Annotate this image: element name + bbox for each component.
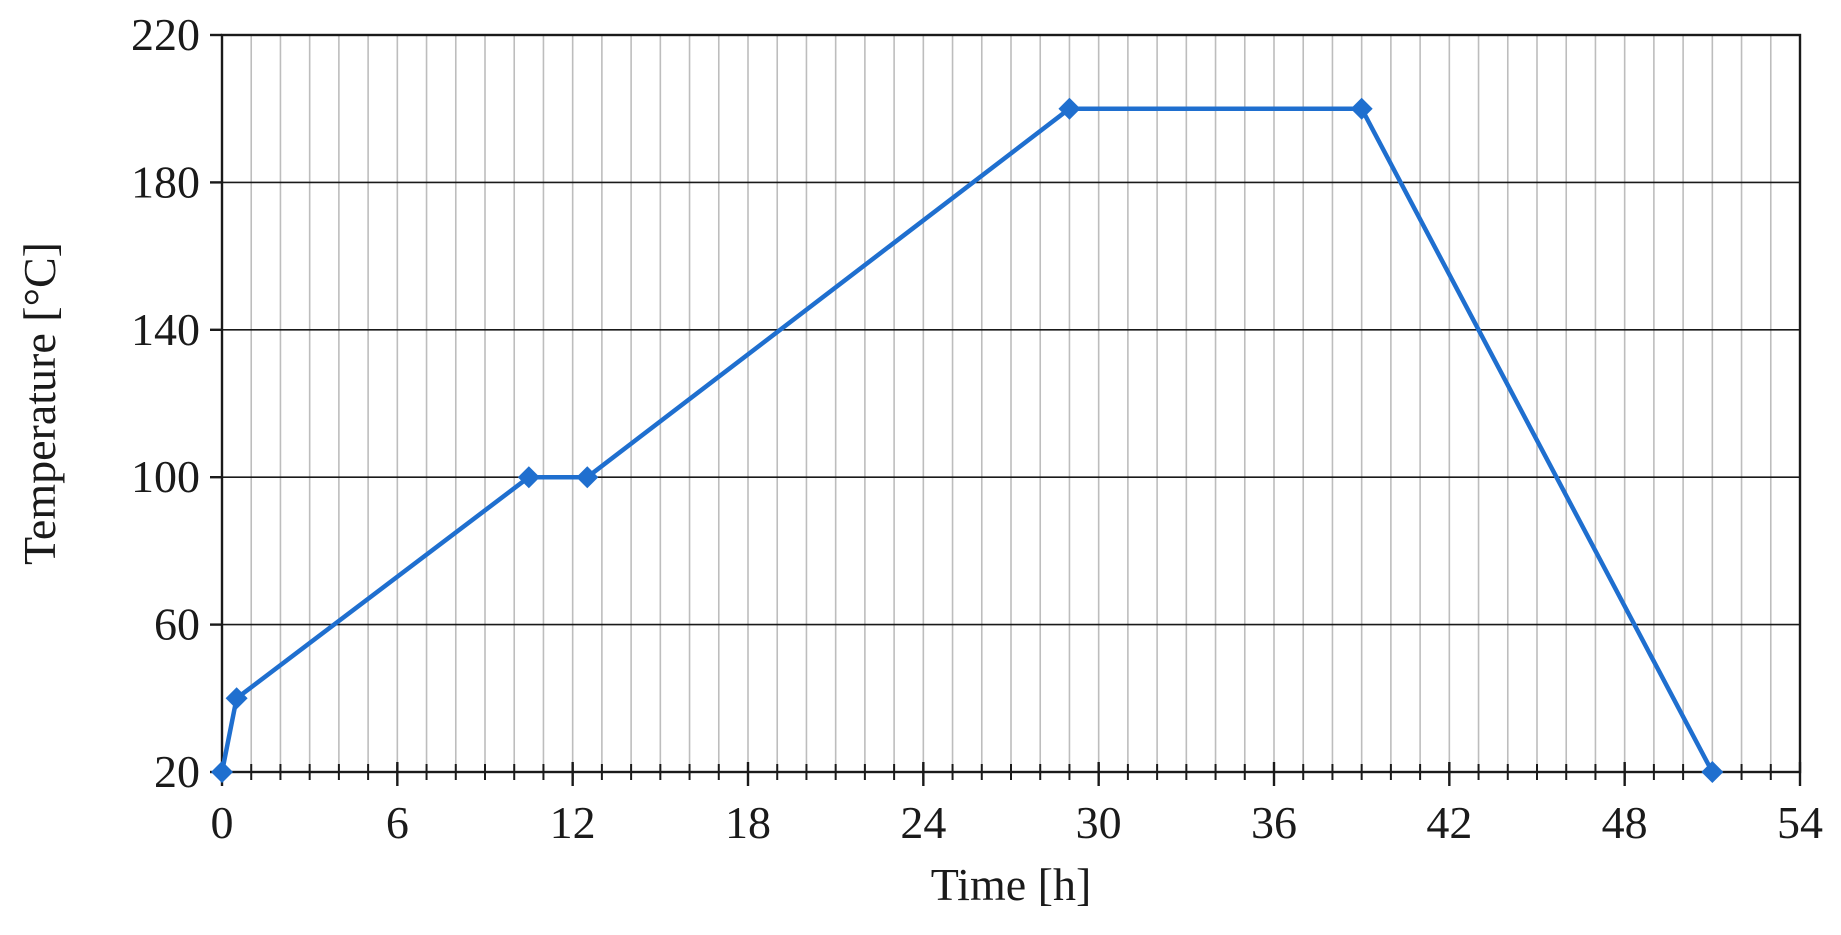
x-tick-label: 30: [1076, 797, 1122, 848]
y-tick-label: 100: [131, 451, 200, 502]
data-point-marker: [1701, 761, 1723, 783]
x-tick-label: 54: [1777, 797, 1823, 848]
grid-layer: [222, 35, 1800, 772]
data-point-marker: [1351, 98, 1373, 120]
y-axis-title: Temperature [°C]: [14, 242, 65, 565]
x-tick-label: 36: [1251, 797, 1297, 848]
y-tick-label: 60: [154, 599, 200, 650]
axes-layer: [210, 35, 1800, 786]
y-tick-label: 140: [131, 304, 200, 355]
x-tick-label: 48: [1602, 797, 1648, 848]
data-point-marker: [211, 761, 233, 783]
x-tick-label: 42: [1426, 797, 1472, 848]
y-tick-label: 20: [154, 746, 200, 797]
x-tick-label: 6: [386, 797, 409, 848]
x-tick-label: 18: [725, 797, 771, 848]
x-tick-label: 12: [550, 797, 596, 848]
y-tick-label: 180: [131, 156, 200, 207]
x-tick-label: 24: [900, 797, 946, 848]
labels-layer: Time [h] Temperature [°C] 0 6 12 18 24 30 36 42…: [14, 9, 1823, 910]
series-line: [222, 109, 1712, 772]
x-axis-title: Time [h]: [931, 859, 1092, 910]
series-layer: [211, 98, 1723, 783]
x-tick-label: 0: [211, 797, 234, 848]
y-tick-label: 220: [131, 9, 200, 60]
